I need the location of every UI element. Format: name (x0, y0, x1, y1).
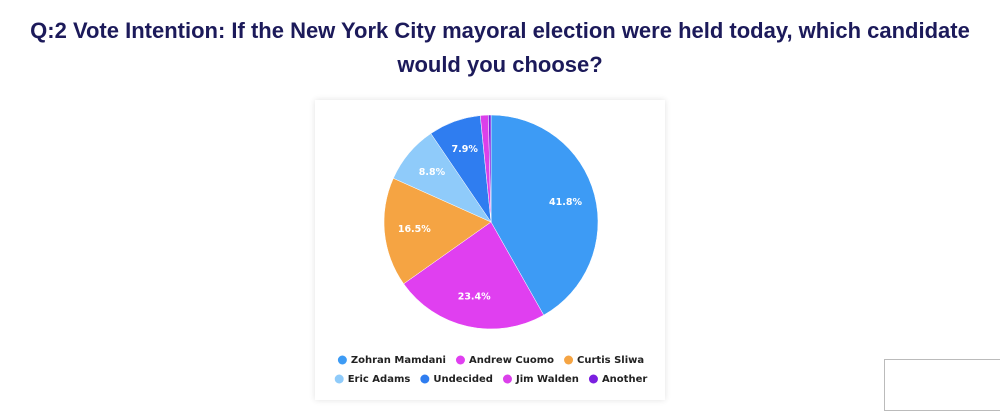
data-label: 8.8% (419, 167, 446, 178)
data-label: 16.5% (398, 224, 431, 235)
legend-label: Another (602, 374, 647, 385)
pie-slice (383, 177, 492, 285)
legend-marker (420, 374, 430, 384)
pie-slice (490, 114, 599, 316)
data-label: 23.4% (458, 292, 491, 303)
legend-marker (455, 355, 465, 365)
legend-label: Andrew Cuomo (469, 355, 554, 366)
legend-label: Eric Adams (348, 374, 411, 385)
legend-label: Undecided (433, 374, 493, 385)
pie-slice (488, 114, 492, 223)
chart-title: Q:2 Vote Intention: If the New York City… (0, 14, 1000, 82)
legend-marker (337, 355, 347, 365)
data-label: 7.9% (451, 144, 478, 155)
data-label: 41.8% (549, 197, 582, 208)
legend-marker (564, 355, 574, 365)
title-text: Q:2 Vote Intention: If the New York City… (30, 18, 970, 77)
legend-label: Jim Walden (515, 374, 579, 385)
legend-marker (588, 374, 598, 384)
legend-label: Curtis Sliwa (577, 355, 644, 366)
legend-label: Zohran Mamdani (351, 355, 446, 366)
pie-slice (403, 221, 545, 330)
legend-marker (502, 374, 512, 384)
legend-marker (334, 374, 344, 384)
